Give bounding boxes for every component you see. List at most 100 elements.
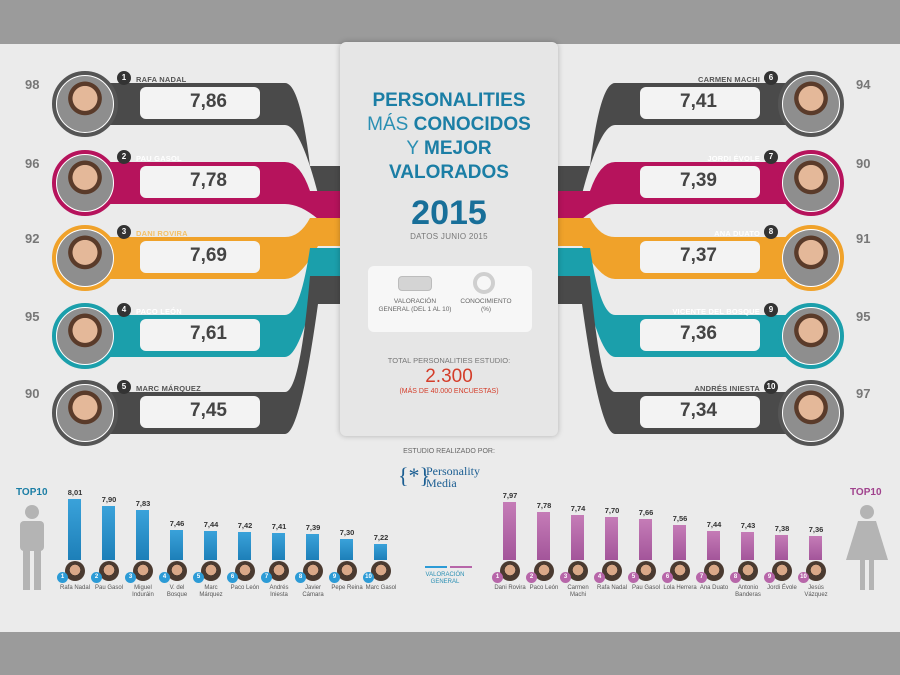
person-name: ANA DUATO [714, 229, 760, 238]
rank-badge: 7 [764, 150, 778, 164]
bar-photo [167, 561, 187, 581]
title-line2: MÁS CONOCIDOS [367, 114, 531, 135]
chart-bar [707, 531, 720, 560]
bar-rank-badge: 10 [798, 572, 809, 583]
bar-value-label: 7,74 [570, 503, 586, 513]
bar-photo [772, 561, 792, 581]
photo [783, 308, 839, 364]
score-box [640, 241, 760, 273]
score-box [140, 241, 260, 273]
bar-photo [806, 561, 826, 581]
bar-category-label: Antonio Banderas [735, 585, 761, 598]
bar-category-label: Rafa Nadal [59, 585, 91, 591]
photo [57, 76, 113, 132]
bar-photo [636, 561, 656, 581]
photo [57, 308, 113, 364]
bar-rank-badge: 3 [125, 572, 136, 583]
chart-bar [204, 531, 217, 560]
bar-rank-badge: 5 [628, 572, 639, 583]
title-line4: VALORADOS [389, 162, 509, 183]
avatar [778, 71, 844, 137]
chart-bar [741, 531, 754, 560]
bar-category-label: Rafa Nadal [596, 585, 628, 591]
score-value: 7,86 [190, 91, 227, 112]
bar-category-label: Miguel Induráin [132, 585, 154, 598]
bar-category-label: Marc Márquez [199, 585, 223, 598]
bar-category-label: Paco León [230, 585, 260, 591]
total-value: 2.300 [425, 366, 473, 387]
knowledge-percent: 95 [856, 309, 871, 324]
knowledge-percent: 95 [25, 309, 40, 324]
person-name: JORDI ÉVOLE [707, 154, 760, 163]
chart-bar [639, 519, 652, 560]
score-box [640, 396, 760, 428]
year: 2015 [411, 194, 487, 232]
bar-photo [371, 561, 391, 581]
avatar [778, 225, 844, 291]
bar-value-label: 7,78 [536, 501, 552, 511]
bar-category-label: Lola Herrera [663, 585, 697, 591]
person-name: ANDRÉS INIESTA [694, 384, 760, 393]
person-name: MARC MÁRQUEZ [136, 384, 201, 393]
chart-bar [537, 512, 550, 560]
bar-rank-badge: 2 [526, 572, 537, 583]
score-value: 7,39 [680, 170, 717, 191]
female-person-icon [846, 505, 888, 590]
bar-photo [99, 561, 119, 581]
rank-badge: 2 [117, 150, 131, 164]
score-box [640, 166, 760, 198]
bar-value-label: 7,46 [169, 519, 185, 529]
male-person-icon [20, 505, 44, 590]
bar-value-label: 7,22 [373, 532, 389, 542]
knowledge-percent: 96 [25, 156, 40, 171]
knowledge-percent: 91 [856, 231, 871, 246]
bar-value-label: 7,36 [808, 524, 824, 534]
ring-icon [473, 272, 495, 294]
bar-rank-badge: 2 [91, 572, 102, 583]
logo-bracket-icon: {*} [398, 463, 431, 488]
bar-rank-badge: 6 [662, 572, 673, 583]
bar-category-label: Carmen Machi [567, 585, 589, 598]
bar-rank-badge: 6 [227, 572, 238, 583]
top10-label-left: TOP10 [16, 487, 48, 498]
avatar [52, 303, 118, 369]
bar-photo [269, 561, 289, 581]
bar-photo [704, 561, 724, 581]
knowledge-percent: 92 [25, 231, 40, 246]
chart-bar [238, 532, 251, 560]
bar-value-label: 7,56 [672, 513, 688, 523]
bar-rank-badge: 7 [261, 572, 272, 583]
bar-photo [337, 561, 357, 581]
bar-rank-badge: 3 [560, 572, 571, 583]
chart-bar [673, 524, 686, 560]
bar-value-label: 7,83 [135, 498, 151, 508]
score-box [140, 396, 260, 428]
knowledge-percent: 98 [25, 77, 40, 92]
bar-value-label: 7,42 [237, 521, 253, 531]
avatar [778, 380, 844, 446]
legend-valoracion: VALORACIÓN GENERAL (DEL 1 AL 10) [378, 298, 452, 313]
score-box [640, 319, 760, 351]
title-line3: Y MEJOR [406, 138, 492, 159]
legend-conocimiento: CONOCIMIENTO (%) [460, 298, 512, 313]
bar-value-label: 7,38 [774, 523, 790, 533]
bar-rank-badge: 10 [363, 572, 374, 583]
legend-line-purple [450, 566, 472, 568]
total-sub: (MÁS DE 40.000 ENCUESTAS) [399, 388, 499, 395]
avatar [778, 303, 844, 369]
score-value: 7,78 [190, 170, 227, 191]
score-box [640, 87, 760, 119]
photo [57, 230, 113, 286]
avatar [52, 380, 118, 446]
bar-rank-badge: 4 [594, 572, 605, 583]
bar-value-label: 7,43 [740, 520, 756, 530]
bar-value-label: 7,90 [101, 494, 117, 504]
score-box [140, 166, 260, 198]
logo-name: Personality Media [426, 464, 480, 490]
bar-value-label: 7,97 [502, 490, 518, 500]
score-box [140, 319, 260, 351]
bar-value-label: 8,01 [67, 488, 83, 498]
bar-rank-badge: 8 [730, 572, 741, 583]
score-value: 7,41 [680, 91, 717, 112]
bar-rank-badge: 1 [492, 572, 503, 583]
